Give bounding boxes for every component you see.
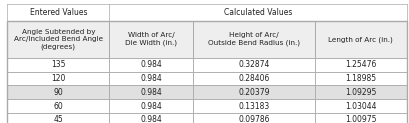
Bar <box>7 58 109 72</box>
Text: 1.03044: 1.03044 <box>344 101 375 111</box>
Bar <box>193 21 314 58</box>
Text: 120: 120 <box>51 74 65 83</box>
Text: 1.18985: 1.18985 <box>344 74 375 83</box>
Text: 90: 90 <box>53 88 63 97</box>
Bar <box>193 72 314 85</box>
Text: Width of Arc/
Die Width (in.): Width of Arc/ Die Width (in.) <box>125 32 177 46</box>
Bar <box>109 21 193 58</box>
Text: 0.984: 0.984 <box>140 88 162 97</box>
Bar <box>314 99 406 113</box>
Text: 135: 135 <box>51 60 65 69</box>
Text: Height of Arc/
Outside Bend Radius (in.): Height of Arc/ Outside Bend Radius (in.) <box>207 32 299 46</box>
Bar <box>314 72 406 85</box>
Bar <box>314 113 406 123</box>
Text: 0.984: 0.984 <box>140 74 162 83</box>
Bar <box>7 4 406 21</box>
Bar <box>7 113 109 123</box>
Text: 0.13183: 0.13183 <box>238 101 269 111</box>
Text: 60: 60 <box>53 101 63 111</box>
Bar <box>314 21 406 58</box>
Text: Entered Values: Entered Values <box>29 8 87 17</box>
Bar <box>193 85 314 99</box>
Text: 1.25476: 1.25476 <box>344 60 375 69</box>
Text: 0.984: 0.984 <box>140 60 162 69</box>
Bar <box>7 21 406 123</box>
Text: Calculated Values: Calculated Values <box>223 8 292 17</box>
Text: Length of Arc (in.): Length of Arc (in.) <box>328 36 392 43</box>
Text: 0.984: 0.984 <box>140 115 162 123</box>
Bar <box>109 99 193 113</box>
Bar <box>109 72 193 85</box>
Text: 0.32874: 0.32874 <box>238 60 269 69</box>
Bar <box>314 58 406 72</box>
Text: 0.984: 0.984 <box>140 101 162 111</box>
Text: 1.00975: 1.00975 <box>344 115 375 123</box>
Bar <box>193 113 314 123</box>
Bar <box>7 72 109 85</box>
Bar <box>109 58 193 72</box>
Text: 0.28406: 0.28406 <box>238 74 269 83</box>
Text: 0.09786: 0.09786 <box>238 115 269 123</box>
Bar <box>7 99 109 113</box>
Text: 0.20379: 0.20379 <box>238 88 269 97</box>
Bar <box>109 85 193 99</box>
Bar <box>193 58 314 72</box>
Bar <box>7 85 109 99</box>
Bar <box>7 21 109 58</box>
Text: 45: 45 <box>53 115 63 123</box>
Bar <box>314 85 406 99</box>
Bar <box>193 99 314 113</box>
Bar <box>109 113 193 123</box>
Text: 1.09295: 1.09295 <box>344 88 375 97</box>
Text: Angle Subtended by
Arc/Included Bend Angle
(degrees): Angle Subtended by Arc/Included Bend Ang… <box>13 29 103 50</box>
